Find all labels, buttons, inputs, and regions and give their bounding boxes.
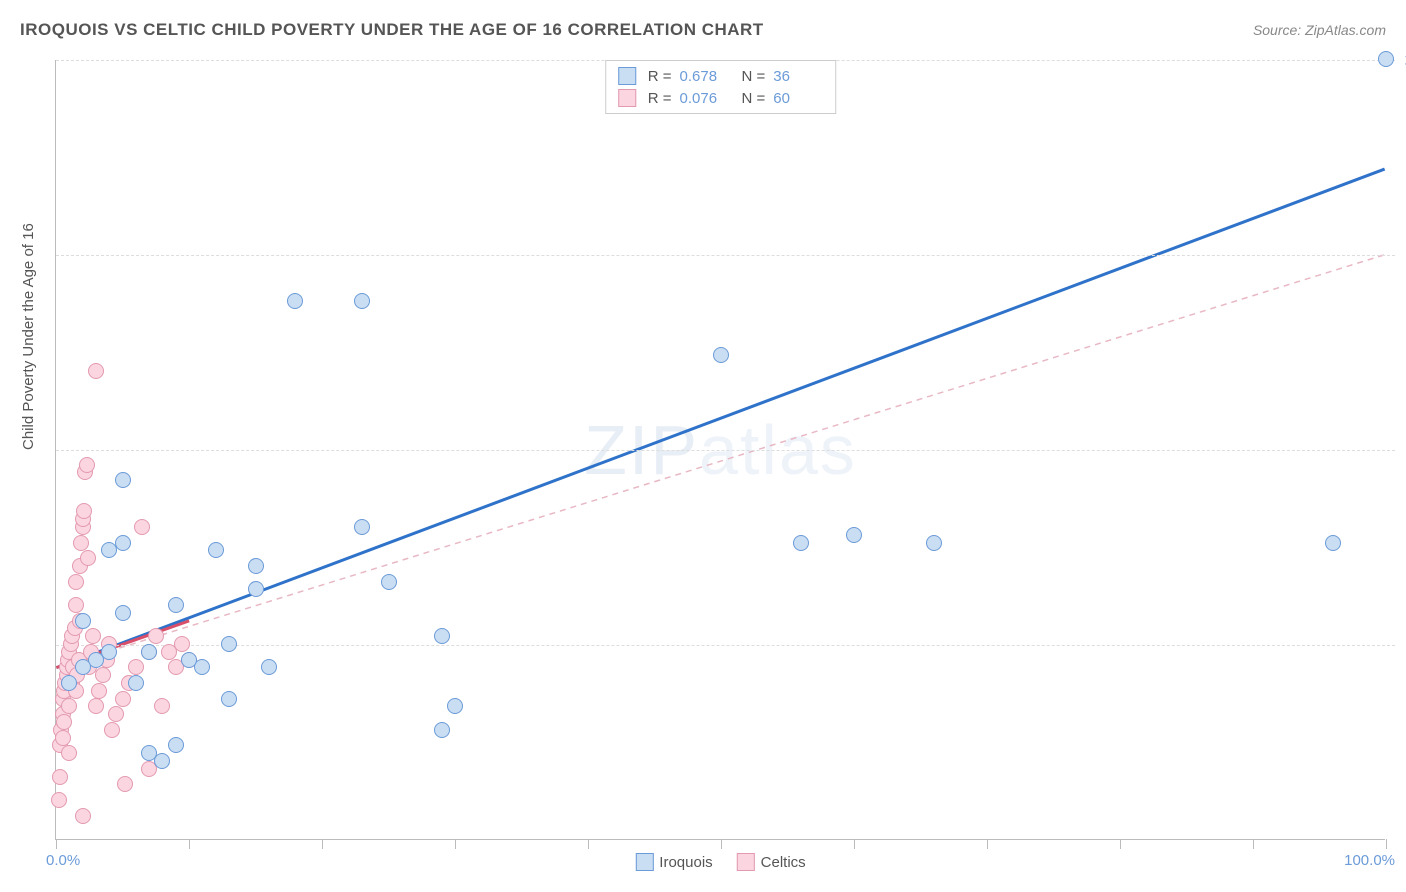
iroquois-point xyxy=(221,691,237,707)
celtics-point xyxy=(115,691,131,707)
x-tick xyxy=(189,839,190,849)
celtics-n-value: 60 xyxy=(773,90,823,107)
iroquois-point xyxy=(793,535,809,551)
n-label: N = xyxy=(742,90,766,107)
x-tick xyxy=(1253,839,1254,849)
iroquois-point xyxy=(61,675,77,691)
iroquois-point xyxy=(434,722,450,738)
iroquois-point xyxy=(115,605,131,621)
celtics-point xyxy=(95,667,111,683)
x-tick xyxy=(987,839,988,849)
celtics-point xyxy=(75,808,91,824)
iroquois-point xyxy=(115,472,131,488)
celtics-label: Celtics xyxy=(761,854,806,871)
celtics-point xyxy=(68,574,84,590)
chart-plot-area: ZIPatlas R = 0.678 N = 36 R = 0.076 N = … xyxy=(55,60,1385,840)
iroquois-point xyxy=(181,652,197,668)
chart-header: IROQUOIS VS CELTIC CHILD POVERTY UNDER T… xyxy=(20,20,1386,40)
x-tick xyxy=(1120,839,1121,849)
gridline-h xyxy=(56,255,1395,256)
celtics-point xyxy=(61,745,77,761)
celtics-point xyxy=(51,792,67,808)
iroquois-point xyxy=(1378,51,1394,67)
celtics-point xyxy=(80,550,96,566)
chart-source: Source: ZipAtlas.com xyxy=(1253,22,1386,38)
celtics-swatch-icon xyxy=(618,89,636,107)
celtics-point xyxy=(104,722,120,738)
celtics-point xyxy=(117,776,133,792)
celtics-point xyxy=(88,698,104,714)
iroquois-label: Iroquois xyxy=(659,854,712,871)
gridline-h xyxy=(56,450,1395,451)
iroquois-n-value: 36 xyxy=(773,68,823,85)
celtics-point xyxy=(134,519,150,535)
iroquois-point xyxy=(221,636,237,652)
iroquois-point xyxy=(101,542,117,558)
legend-item-celtics: Celtics xyxy=(737,853,806,871)
celtics-point xyxy=(68,597,84,613)
legend-row-celtics: R = 0.076 N = 60 xyxy=(618,87,824,109)
celtics-point xyxy=(88,363,104,379)
iroquois-point xyxy=(713,347,729,363)
celtics-point xyxy=(148,628,164,644)
celtics-point xyxy=(56,714,72,730)
iroquois-point xyxy=(354,293,370,309)
iroquois-r-value: 0.678 xyxy=(680,68,730,85)
x-tick xyxy=(56,839,57,849)
iroquois-point xyxy=(381,574,397,590)
chart-title: IROQUOIS VS CELTIC CHILD POVERTY UNDER T… xyxy=(20,20,764,40)
x-axis-max-label: 100.0% xyxy=(1344,852,1395,869)
series-legend: Iroquois Celtics xyxy=(635,853,805,871)
celtics-point xyxy=(61,698,77,714)
correlation-legend: R = 0.678 N = 36 R = 0.076 N = 60 xyxy=(605,60,837,114)
iroquois-point xyxy=(128,675,144,691)
iroquois-point xyxy=(248,581,264,597)
x-tick xyxy=(588,839,589,849)
celtics-point xyxy=(73,535,89,551)
iroquois-swatch-icon xyxy=(635,853,653,871)
iroquois-point xyxy=(1325,535,1341,551)
celtics-point xyxy=(52,769,68,785)
celtics-r-value: 0.076 xyxy=(680,90,730,107)
r-label: R = xyxy=(648,68,672,85)
iroquois-point xyxy=(846,527,862,543)
celtics-point xyxy=(85,628,101,644)
iroquois-point xyxy=(208,542,224,558)
celtics-point xyxy=(154,698,170,714)
celtics-swatch-icon xyxy=(737,853,755,871)
gridline-h xyxy=(56,645,1395,646)
r-label: R = xyxy=(648,90,672,107)
celtics-point xyxy=(55,730,71,746)
iroquois-point xyxy=(447,698,463,714)
celtics-point xyxy=(174,636,190,652)
x-tick xyxy=(455,839,456,849)
iroquois-point xyxy=(168,737,184,753)
iroquois-point xyxy=(75,659,91,675)
iroquois-point xyxy=(261,659,277,675)
x-axis-min-label: 0.0% xyxy=(46,852,80,869)
celtics-point xyxy=(128,659,144,675)
x-tick xyxy=(854,839,855,849)
celtics-point xyxy=(108,706,124,722)
iroquois-point xyxy=(248,558,264,574)
iroquois-point xyxy=(75,613,91,629)
iroquois-point xyxy=(287,293,303,309)
legend-item-iroquois: Iroquois xyxy=(635,853,712,871)
celtics-point xyxy=(79,457,95,473)
iroquois-point xyxy=(168,597,184,613)
iroquois-point xyxy=(354,519,370,535)
x-tick xyxy=(322,839,323,849)
iroquois-point xyxy=(141,644,157,660)
celtics-point xyxy=(91,683,107,699)
iroquois-point xyxy=(434,628,450,644)
x-tick xyxy=(1386,839,1387,849)
iroquois-swatch-icon xyxy=(618,67,636,85)
iroquois-point xyxy=(926,535,942,551)
x-tick xyxy=(721,839,722,849)
n-label: N = xyxy=(742,68,766,85)
celtics-point xyxy=(76,503,92,519)
y-axis-title: Child Poverty Under the Age of 16 xyxy=(20,223,37,450)
iroquois-point xyxy=(141,745,157,761)
legend-row-iroquois: R = 0.678 N = 36 xyxy=(618,65,824,87)
